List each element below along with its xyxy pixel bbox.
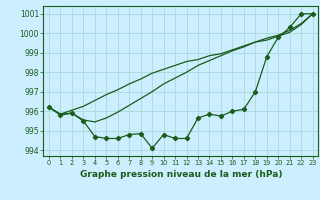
X-axis label: Graphe pression niveau de la mer (hPa): Graphe pression niveau de la mer (hPa) xyxy=(80,170,282,179)
